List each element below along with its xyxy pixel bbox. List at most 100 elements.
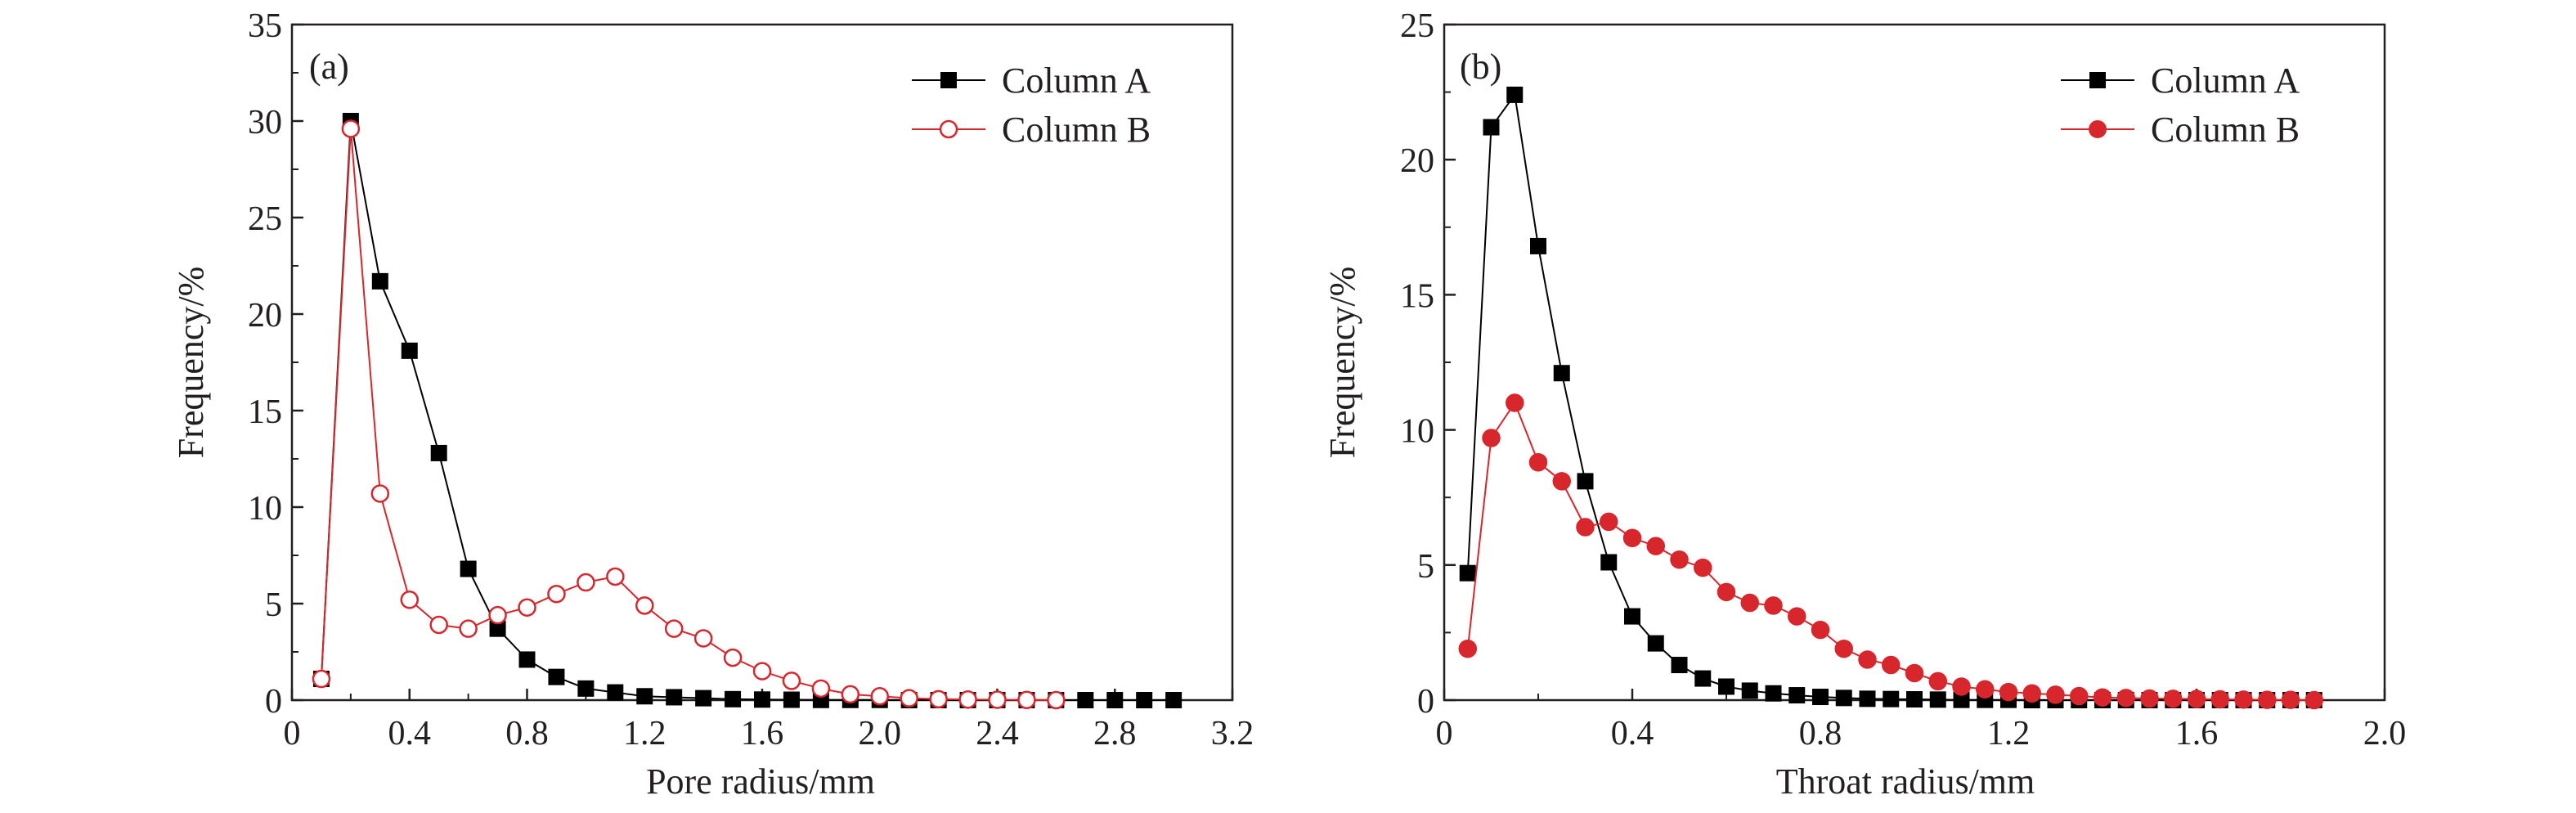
- data-point-column-b: [1670, 550, 1689, 569]
- data-point-column-b: [752, 662, 772, 680]
- x-axis-label: Throat radius/mm: [1776, 761, 2035, 802]
- data-point-column-b: [1999, 682, 2018, 702]
- series-line-column-b: [320, 128, 1057, 701]
- data-point-column-a: [1530, 237, 1546, 254]
- axis-ticks: 0 0.4 0.8 1.2 1.6 2.0 2.4 2.8 3.2 0 5 10 15 20 25 30 35: [248, 7, 1254, 752]
- data-point-column-b: [1788, 607, 1806, 626]
- legend: Column A Column B: [2061, 61, 2300, 150]
- y-tick-label: 15: [1400, 277, 1434, 315]
- data-point-column-b: [2140, 689, 2159, 708]
- series-line-column-a: [1466, 92, 2314, 701]
- data-point-column-b: [1552, 472, 1571, 491]
- data-point-column-b: [577, 573, 595, 592]
- data-point-column-a: [1953, 691, 1970, 708]
- x-tick-label: 2.0: [859, 715, 902, 752]
- data-point-column-b: [1600, 512, 1618, 532]
- data-point-column-a: [489, 620, 506, 637]
- data-point-column-b: [1952, 677, 1971, 696]
- legend-marker-column-a: [940, 72, 957, 88]
- data-point-column-a: [1835, 689, 1852, 707]
- data-point-column-a: [725, 690, 742, 707]
- data-point-column-a: [1859, 690, 1876, 707]
- data-point-column-a: [1106, 692, 1124, 708]
- legend-marker-column-b: [2089, 120, 2107, 138]
- x-tick-label: 0.4: [1611, 715, 1654, 752]
- data-point-column-a: [1812, 689, 1829, 706]
- data-point-column-b: [664, 619, 684, 638]
- data-point-column-b: [1047, 690, 1066, 710]
- data-point-column-a: [695, 689, 712, 707]
- data-point-column-a: [518, 651, 536, 668]
- panel-a: 0 0.4 0.8 1.2 1.6 2.0 2.4 2.8 3.205101520253035 …: [171, 7, 1254, 802]
- data-point-column-a: [1741, 682, 1758, 699]
- series-line-column-b: [1466, 401, 2314, 701]
- x-axis-label: Pore radius/mm: [646, 761, 875, 802]
- data-point-column-a: [1671, 657, 1688, 674]
- data-point-column-b: [635, 596, 654, 615]
- data-point-column-b: [341, 119, 361, 138]
- data-point-column-a: [1906, 691, 1923, 708]
- legend-label-column-b: Column B: [1002, 110, 1151, 150]
- data-point-column-b: [1928, 672, 1947, 691]
- legend-marker-column-a: [2089, 72, 2106, 88]
- data-point-column-a: [401, 342, 418, 359]
- x-tick-label: 2.8: [1093, 715, 1137, 752]
- data-series: [312, 113, 1183, 710]
- x-tick-label: 0.4: [388, 715, 432, 752]
- data-point-column-a: [1694, 670, 1712, 687]
- data-point-column-b: [2234, 690, 2253, 709]
- data-point-column-b: [1976, 680, 1995, 699]
- data-point-column-a: [1577, 473, 1594, 490]
- y-tick-label: 25: [1400, 7, 1434, 45]
- data-point-column-b: [1576, 518, 1595, 537]
- data-point-column-b: [518, 598, 536, 617]
- data-point-column-a: [636, 688, 653, 705]
- data-point-column-a: [371, 272, 388, 290]
- data-point-column-b: [723, 648, 743, 667]
- data-point-column-b: [1811, 620, 1830, 640]
- data-point-column-b: [2116, 689, 2135, 707]
- data-point-column-b: [370, 484, 390, 503]
- x-tick-label: 0: [1436, 715, 1453, 752]
- legend-label-column-a: Column A: [2151, 61, 2300, 101]
- data-point-column-a: [1165, 692, 1183, 708]
- data-point-column-b: [1717, 582, 1736, 602]
- data-point-column-b: [811, 679, 831, 698]
- data-point-column-a: [1718, 678, 1735, 695]
- data-point-column-b: [900, 689, 918, 707]
- data-point-column-a: [783, 691, 800, 708]
- x-tick-label: 0.8: [505, 715, 549, 752]
- data-point-column-a: [1506, 86, 1524, 103]
- data-point-column-b: [2258, 690, 2277, 709]
- data-point-column-a: [607, 684, 624, 701]
- data-point-column-b: [312, 669, 331, 689]
- data-point-column-b: [1482, 429, 1501, 447]
- data-point-column-b: [2187, 689, 2206, 708]
- x-tick-label: 0.8: [1799, 715, 1842, 752]
- data-point-column-b: [929, 689, 948, 709]
- x-tick-label: 1.2: [1987, 715, 2031, 752]
- data-point-column-a: [577, 680, 595, 697]
- data-point-column-a: [1459, 564, 1476, 582]
- data-point-column-a: [1929, 691, 1946, 708]
- x-tick-label: 0: [284, 715, 301, 752]
- data-point-column-b: [547, 584, 566, 604]
- y-tick-label: 15: [248, 393, 282, 431]
- x-tick-label: 1.2: [623, 715, 666, 752]
- data-point-column-b: [2304, 690, 2323, 710]
- y-tick-label: 30: [248, 104, 282, 141]
- data-point-column-a: [1765, 685, 1782, 702]
- x-tick-label: 1.6: [741, 715, 784, 752]
- data-point-column-b: [870, 687, 889, 706]
- data-point-column-b: [1458, 639, 1477, 658]
- data-point-column-b: [488, 605, 507, 625]
- legend: Column A Column B: [912, 61, 1151, 150]
- data-point-column-a: [1077, 692, 1094, 708]
- data-point-column-a: [1600, 554, 1618, 571]
- data-point-column-a: [1883, 690, 1900, 707]
- data-point-column-b: [2046, 685, 2065, 704]
- x-tick-label: 3.2: [1211, 715, 1254, 752]
- data-point-column-a: [1788, 687, 1806, 704]
- data-point-column-b: [606, 567, 625, 586]
